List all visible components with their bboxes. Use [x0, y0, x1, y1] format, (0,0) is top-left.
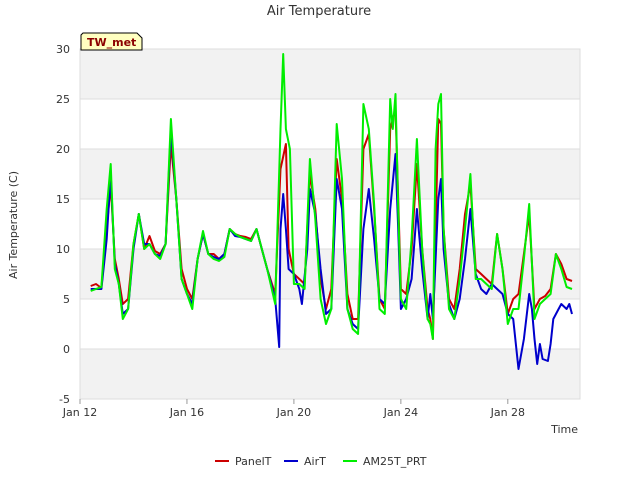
band-10-15	[80, 199, 580, 249]
y-tick-label: 5	[63, 293, 70, 306]
y-tick-label: 20	[56, 143, 70, 156]
band-25-30	[80, 49, 580, 99]
band-0-5	[80, 299, 580, 349]
gridlines	[79, 48, 581, 400]
site-badge-label: TW_met	[87, 36, 136, 49]
legend-item-am25t-prt: AM25T_PRT	[343, 455, 427, 468]
site-badge-box	[80, 32, 143, 51]
legend-label: AM25T_PRT	[363, 455, 427, 468]
background-bands	[80, 49, 580, 399]
x-tick-label: Jan 20	[276, 406, 311, 419]
y-tick-label: 25	[56, 93, 70, 106]
x-axis-label: Time	[550, 423, 578, 436]
plot-frame	[79, 48, 581, 400]
x-tick-label: Jan 16	[169, 406, 204, 419]
site-badge: TW_met	[80, 32, 143, 51]
band--5-0	[80, 349, 580, 399]
y-tick-label: 30	[56, 43, 70, 56]
chart-title: Air Temperature	[267, 4, 371, 19]
legend-item-panelt: PanelT	[215, 455, 272, 468]
legend-label: AirT	[304, 455, 326, 468]
y-tick-label: -5	[59, 393, 70, 406]
legend-label: PanelT	[235, 455, 272, 468]
x-tick-label: Jan 24	[383, 406, 418, 419]
x-axis: Jan 12 Jan 16 Jan 20 Jan 24 Jan 28	[62, 399, 525, 419]
series-layer	[90, 53, 573, 370]
y-axis-label: Air Temperature (C)	[7, 171, 20, 279]
legend: PanelT AirT AM25T_PRT	[215, 455, 427, 468]
band-15-20	[80, 149, 580, 199]
y-tick-label: 10	[56, 243, 70, 256]
y-tick-label: 15	[56, 193, 70, 206]
y-tick-label: 0	[63, 343, 70, 356]
band-20-25	[80, 99, 580, 149]
legend-item-airt: AirT	[284, 455, 326, 468]
x-tick-label: Jan 28	[490, 406, 525, 419]
x-tick-label: Jan 12	[62, 406, 97, 419]
series-line-am25t-prt	[90, 53, 573, 340]
y-axis: -5 0 5 10 15 20 25 30	[56, 43, 70, 406]
